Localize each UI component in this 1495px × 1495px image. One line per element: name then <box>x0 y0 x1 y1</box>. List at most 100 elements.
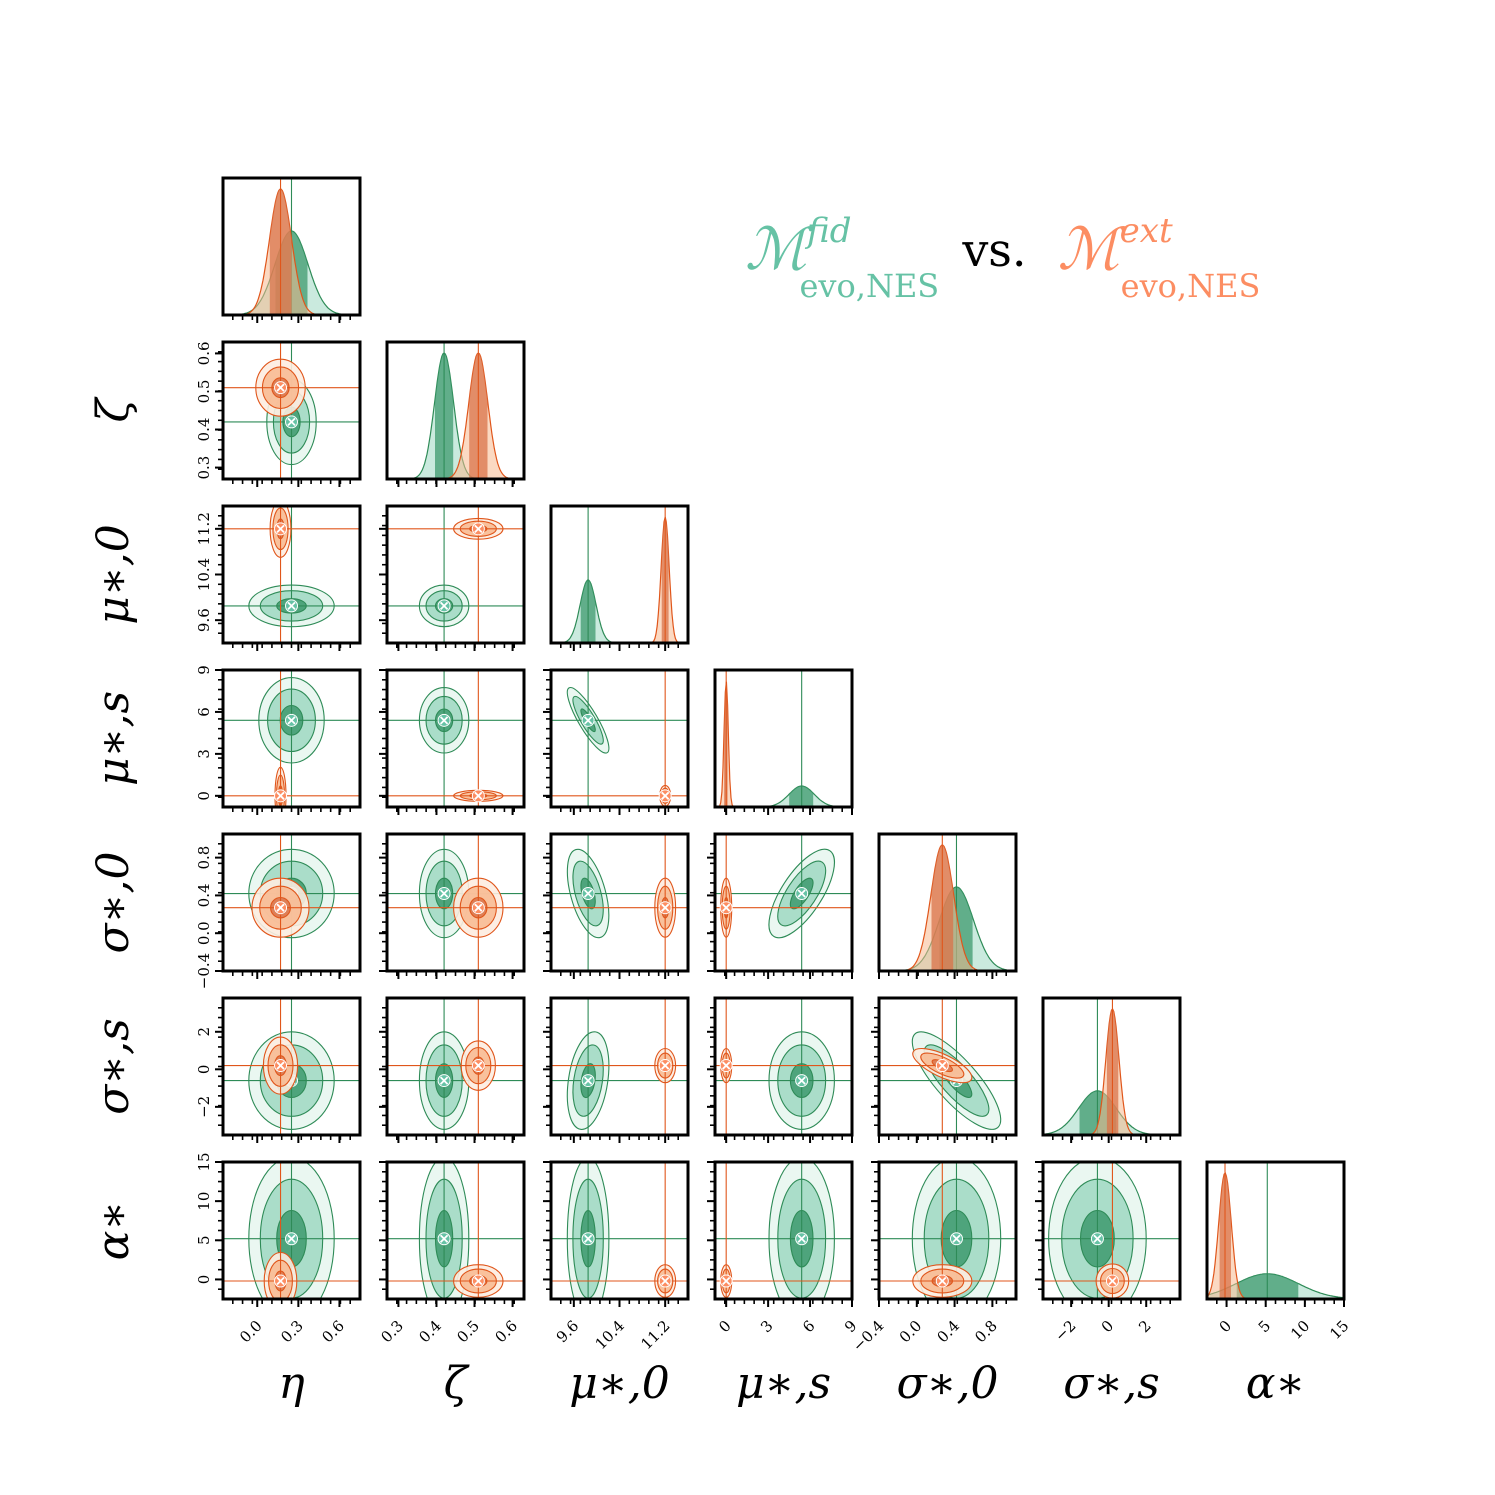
xtick-label-zeta: 0.3 <box>377 1317 407 1347</box>
ylabel-sigs: σ∗,s <box>88 1018 139 1115</box>
density-orange <box>387 352 524 479</box>
xtick-label-mus: 0 <box>715 1317 734 1336</box>
legend-ext: ℳext evo,NES <box>1057 211 1261 305</box>
bestfit-marker-green <box>795 1232 809 1246</box>
panel-alpha-zeta: 0.3 0.4 0.5 0.6 <box>377 1160 526 1347</box>
bestfit-marker-orange <box>719 1059 733 1073</box>
density-orange <box>715 681 852 807</box>
panel-alpha-eta: 0.0 0.3 0.6 0 5 10 15 <box>195 1152 362 1347</box>
panel-mu0-zeta <box>379 504 526 651</box>
xtick-label-mu0: 11.2 <box>637 1317 673 1353</box>
xlabel-alpha: α∗ <box>1246 1358 1306 1409</box>
bestfit-marker-green <box>949 1232 963 1246</box>
ylabel-mus: μ∗,s <box>88 691 139 786</box>
ytick-label-mu0: 9.6 <box>195 608 213 632</box>
legend-fid: ℳfid evo,NES <box>745 211 939 305</box>
ytick-label-sigs: 0 <box>195 1065 213 1075</box>
ytick-label-sig0: 0.8 <box>195 846 213 870</box>
panel-eta-eta <box>221 176 362 323</box>
bestfit-marker-orange <box>1105 1274 1119 1288</box>
ytick-label-mus: 0 <box>195 791 213 801</box>
ylabel-zeta: ζ <box>88 395 139 422</box>
xtick-label-eta: 0.3 <box>277 1317 307 1347</box>
panel-sig0-zeta <box>379 832 526 979</box>
bestfit-marker-orange <box>719 901 733 915</box>
panel-alpha-sig0: −0.4 0.0 0.4 0.8 <box>849 1160 1018 1355</box>
bestfit-marker-orange <box>274 1059 288 1073</box>
ytick-label-alpha: 10 <box>195 1192 213 1211</box>
xlabel-mus: μ∗,s <box>736 1358 831 1409</box>
ytick-label-alpha: 0 <box>195 1275 213 1285</box>
panel-mus-zeta <box>379 668 526 815</box>
bestfit-marker-orange <box>471 901 485 915</box>
bestfit-marker-green <box>581 887 595 901</box>
xlabel-sig0: σ∗,0 <box>897 1358 999 1409</box>
bestfit-marker-green <box>285 1232 298 1246</box>
ytick-label-zeta: 0.5 <box>195 380 213 404</box>
panel-sigs-sig0 <box>871 996 1018 1143</box>
panel-sigs-sigs <box>1041 996 1182 1143</box>
bestfit-marker-green <box>285 415 298 429</box>
ylabel-mu0: μ∗,0 <box>88 524 139 624</box>
bestfit-marker-orange <box>471 522 485 536</box>
xtick-label-alpha: 10 <box>1287 1317 1313 1343</box>
xtick-label-sig0: 0.4 <box>933 1317 963 1347</box>
bestfit-marker-orange <box>274 901 288 915</box>
bestfit-marker-green <box>437 599 451 613</box>
panel-zeta-eta: 0.3 0.4 0.5 0.6 <box>195 340 362 487</box>
panel-sig0-mu0 <box>543 832 690 979</box>
xtick-label-eta: 0.6 <box>318 1317 348 1347</box>
panel-sigs-eta: −2 0 2 <box>195 996 362 1143</box>
ytick-label-sig0: −0.4 <box>195 953 213 989</box>
xtick-label-zeta: 0.5 <box>453 1317 483 1347</box>
xlabel-mu0: μ∗,0 <box>569 1358 669 1409</box>
bestfit-marker-orange <box>274 1274 288 1288</box>
legend-fid-sup: fid <box>807 211 852 251</box>
bestfit-marker-orange <box>274 381 288 395</box>
xtick-label-mu0: 9.6 <box>553 1317 583 1347</box>
xtick-label-sig0: 0.8 <box>971 1317 1001 1347</box>
density-green <box>387 352 524 479</box>
xlabel-zeta: ζ <box>444 1358 471 1409</box>
xlabel-sigs: σ∗,s <box>1063 1358 1160 1409</box>
legend-ext-symbol: ℳ <box>1057 215 1120 283</box>
panel-zeta-zeta <box>385 340 526 487</box>
bestfit-marker-orange <box>935 1059 949 1073</box>
bestfit-marker-orange <box>471 1059 485 1073</box>
bestfit-marker-green <box>795 887 809 901</box>
bestfit-marker-orange <box>471 789 485 803</box>
xtick-label-mus: 6 <box>799 1317 818 1336</box>
bestfit-marker-orange <box>471 1274 485 1288</box>
bestfit-marker-green <box>581 1074 595 1088</box>
bestfit-marker-orange <box>658 789 672 803</box>
panel-alpha-sigs: −2 0 2 <box>1035 1160 1182 1345</box>
legend-fid-sub: evo,NES <box>799 267 940 305</box>
panel-alpha-mu0: 9.6 10.4 11.2 <box>543 1160 690 1353</box>
xtick-label-sigs: 0 <box>1098 1317 1117 1336</box>
panel-sigs-mu0 <box>543 996 690 1143</box>
panel-mus-mu0 <box>543 668 690 815</box>
panel-alpha-alpha: 0 5 10 15 <box>1205 1160 1352 1343</box>
bestfit-marker-green <box>581 1232 595 1246</box>
bestfit-marker-green <box>437 713 451 727</box>
bestfit-marker-orange <box>274 522 288 536</box>
bestfit-marker-green <box>1090 1232 1104 1246</box>
ytick-label-mus: 3 <box>195 749 213 759</box>
ylabel-sig0: σ∗,0 <box>88 852 139 954</box>
xtick-label-mu0: 10.4 <box>592 1317 628 1353</box>
bestfit-marker-orange <box>935 1274 949 1288</box>
panel-sigs-mus <box>707 996 854 1143</box>
xtick-label-alpha: 0 <box>1216 1317 1235 1336</box>
xtick-label-alpha: 15 <box>1326 1317 1352 1343</box>
legend-fid-symbol: ℳ <box>745 215 808 283</box>
xtick-label-sigs: 2 <box>1135 1317 1154 1336</box>
ytick-label-sigs: 2 <box>195 1027 213 1037</box>
bestfit-marker-orange <box>658 1274 672 1288</box>
bestfit-marker-green <box>795 1074 809 1088</box>
ytick-label-mu0: 10.4 <box>195 558 213 591</box>
panel-frame <box>713 668 854 809</box>
legend: ℳfid evo,NES vs. ℳext evo,NES <box>745 211 1278 305</box>
ytick-label-mu0: 11.2 <box>195 512 213 545</box>
xtick-label-sig0: −0.4 <box>849 1317 887 1355</box>
